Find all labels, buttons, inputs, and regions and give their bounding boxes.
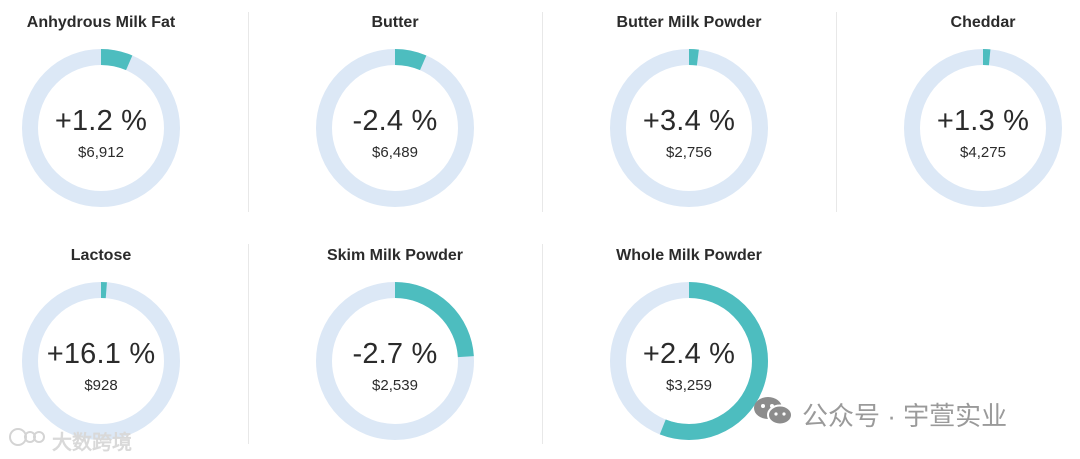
donut-svg — [904, 49, 1062, 207]
donut-chart: -2.4 % $6,489 — [316, 49, 474, 207]
change-percent: +16.1 % — [46, 338, 156, 370]
donut-chart: +2.4 % $3,259 — [610, 282, 768, 440]
donut-chart: +1.2 % $6,912 — [22, 49, 180, 207]
card-whole-milk-powder: Whole Milk Powder +2.4 % $3,259 — [589, 233, 789, 448]
card-butter: Butter -2.4 % $6,489 — [295, 0, 495, 215]
card-butter-milk-powder: Butter Milk Powder +3.4 % $2,756 — [589, 0, 789, 215]
price-value: $3,259 — [666, 377, 712, 394]
change-percent: +1.2 % — [54, 105, 148, 137]
donut-svg — [316, 49, 474, 207]
card-title: Whole Milk Powder — [616, 247, 762, 264]
donut-svg — [610, 282, 768, 440]
donut-svg — [22, 282, 180, 440]
price-value: $928 — [84, 377, 118, 394]
watermark-right-text: 公众号 · 宇萱实业 — [802, 400, 1008, 431]
wechat-icon-svg — [754, 396, 793, 425]
card-title: Skim Milk Powder — [326, 247, 464, 264]
change-percent: +2.4 % — [642, 338, 736, 370]
watermark-left-text: 大数跨境 — [52, 431, 132, 454]
change-percent: +3.4 % — [642, 105, 736, 137]
change-percent: -2.4 % — [352, 105, 438, 137]
divider — [542, 12, 543, 212]
donut-chart: -2.7 % $2,539 — [316, 282, 474, 440]
donut-svg — [316, 282, 474, 440]
change-percent: +1.3 % — [936, 105, 1030, 137]
price-value: $4,275 — [960, 144, 1006, 161]
donut-chart: +3.4 % $2,756 — [610, 49, 768, 207]
donut-chart: +16.1 % $928 — [22, 282, 180, 440]
divider — [248, 12, 249, 212]
watermark-right: 公众号 · 宇萱实业 — [752, 396, 1007, 432]
donut-fill-arc — [610, 49, 768, 207]
wechat-icon — [752, 394, 794, 435]
divider — [248, 244, 249, 444]
divider — [836, 12, 837, 212]
price-value: $2,756 — [666, 144, 712, 161]
donut-fill-arc — [22, 282, 180, 440]
price-value: $6,489 — [372, 144, 418, 161]
price-value: $2,539 — [372, 377, 418, 394]
donut-svg — [22, 49, 180, 207]
watermark-logo-svg — [9, 428, 45, 446]
price-value: $6,912 — [78, 144, 124, 161]
donut-svg — [610, 49, 768, 207]
donut-chart: +1.3 % $4,275 — [904, 49, 1062, 207]
donut-fill-arc — [610, 282, 768, 440]
card-lactose: Lactose +16.1 % $928 — [1, 233, 201, 448]
card-title: Lactose — [70, 247, 132, 264]
card-anhydrous-milk-fat: Anhydrous Milk Fat +1.2 % $6,912 — [1, 0, 201, 215]
card-title: Butter — [371, 14, 419, 31]
donut-fill-arc — [904, 49, 1062, 207]
donut-fill-arc — [316, 49, 474, 207]
change-percent: -2.7 % — [352, 338, 438, 370]
card-title: Cheddar — [950, 14, 1016, 31]
card-skim-milk-powder: Skim Milk Powder -2.7 % $2,539 — [295, 233, 495, 448]
card-title: Anhydrous Milk Fat — [26, 14, 176, 31]
donut-fill-arc — [22, 49, 180, 207]
donut-fill-arc — [316, 282, 474, 440]
divider — [542, 244, 543, 444]
watermark-left: 大数跨境 — [8, 426, 132, 454]
watermark-logo-icon — [8, 426, 48, 454]
card-title: Butter Milk Powder — [616, 14, 762, 31]
card-cheddar: Cheddar +1.3 % $4,275 — [883, 0, 1080, 215]
